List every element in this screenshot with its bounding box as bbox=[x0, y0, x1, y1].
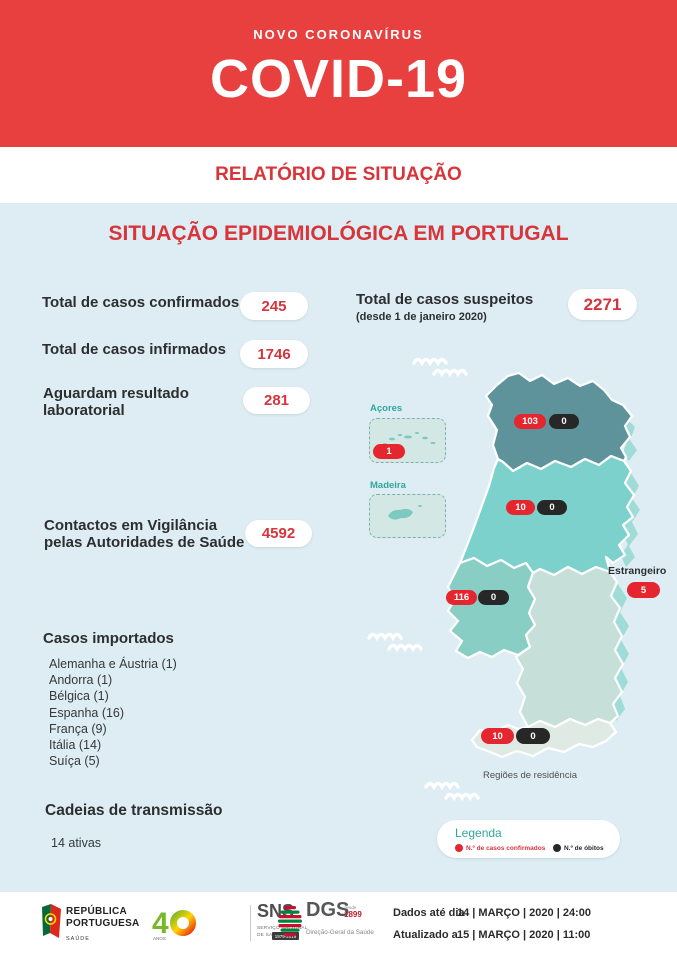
map-region-lisboa bbox=[446, 556, 537, 660]
estrangeiro-confirmed-badge: 5 bbox=[627, 582, 660, 598]
main-title: SITUAÇÃO EPIDEMIOLÓGICA EM PORTUGAL bbox=[108, 222, 569, 245]
republica-portuguesa-flag-icon bbox=[42, 904, 61, 938]
map-legend: Legenda N.º de casos confirmados N.º de … bbox=[437, 820, 620, 858]
sns-sub2: DE SAÚDE bbox=[257, 933, 284, 938]
dgs-sub-title: Direção-Geral da Saúde bbox=[306, 929, 374, 936]
footer-divider bbox=[250, 905, 251, 941]
confirmed-dot-icon bbox=[455, 844, 463, 852]
data-until-value: 14 | MARÇO | 2020 | 24:00 bbox=[457, 907, 591, 919]
header-banner: NOVO CORONAVÍRUS COVID-19 bbox=[0, 0, 677, 147]
centro-deaths-badge: 0 bbox=[537, 500, 567, 515]
legend-title: Legenda bbox=[455, 826, 502, 840]
acores-label: Açores bbox=[370, 403, 403, 414]
madeira-island bbox=[388, 505, 422, 520]
dgs-logo-title: DGS bbox=[306, 899, 350, 921]
map-caption: Regiões de residência bbox=[482, 770, 577, 781]
estrangeiro-label: Estrangeiro bbox=[608, 565, 667, 577]
stat-suspects-sublabel: (desde 1 de janeiro 2020) bbox=[356, 311, 487, 323]
republica-sub: SAÚDE bbox=[66, 936, 90, 942]
madeira-box bbox=[369, 494, 446, 538]
norte-confirmed-badge: 103 bbox=[514, 414, 546, 429]
header-kicker: NOVO CORONAVÍRUS bbox=[253, 27, 424, 42]
imported-case-item: Suíça (5) bbox=[49, 754, 100, 769]
report-band: RELATÓRIO DE SITUAÇÃO bbox=[0, 147, 677, 203]
report-label: RELATÓRIO DE SITUAÇÃO bbox=[215, 164, 462, 185]
centro-confirmed-badge: 10 bbox=[506, 500, 535, 515]
stat-awaiting-label: Aguardam resultado laboratorial bbox=[43, 385, 189, 419]
stat-suspects-value: 2271 bbox=[568, 289, 637, 320]
stat-infirmed-value: 1746 bbox=[240, 340, 308, 368]
anos-label: ANOS bbox=[153, 936, 166, 941]
imported-case-item: Espanha (16) bbox=[49, 705, 125, 720]
wave-decoration-icon bbox=[412, 357, 468, 378]
imported-case-item: Itália (14) bbox=[49, 738, 102, 753]
map-region-alentejo bbox=[514, 565, 625, 729]
lisboa-deaths-badge: 0 bbox=[478, 590, 509, 605]
imported-case-item: Bélgica (1) bbox=[49, 689, 109, 704]
norte-deaths-badge: 0 bbox=[549, 414, 579, 429]
stat-awaiting-value: 281 bbox=[243, 387, 310, 414]
imported-cases-title: Casos importados bbox=[43, 630, 174, 647]
acores-islands bbox=[383, 432, 436, 445]
anos-digit: 4 bbox=[152, 907, 169, 940]
imported-cases-list: Alemanha e Áustria (1) Andorra (1) Bélgi… bbox=[49, 656, 177, 769]
stat-awaiting-label-line1: Aguardam resultado bbox=[43, 385, 189, 402]
imported-case-item: França (9) bbox=[49, 721, 107, 736]
sns-40-anos-logo: 4 ANOS bbox=[152, 907, 196, 941]
stat-contacts-value: 4592 bbox=[245, 520, 312, 547]
republica-line1: REPÚBLICA bbox=[66, 906, 128, 917]
chains-title: Cadeias de transmissão bbox=[45, 802, 223, 819]
republica-line2: PORTUGUESA bbox=[66, 918, 140, 929]
stat-contacts-label-line2: pelas Autoridades de Saúde bbox=[44, 534, 245, 551]
deaths-dot-icon bbox=[553, 844, 561, 852]
legend-confirmed-label: N.º de casos confirmados bbox=[466, 844, 546, 852]
algarve-confirmed-badge: 10 bbox=[481, 728, 514, 744]
algarve-deaths-badge: 0 bbox=[516, 728, 550, 744]
stat-contacts-label: Contactos em Vigilância pelas Autoridade… bbox=[44, 517, 244, 551]
stat-confirmed-value: 245 bbox=[240, 292, 308, 320]
stat-contacts-label-line1: Contactos em Vigilância bbox=[44, 517, 218, 534]
dgs-since-word: desde bbox=[344, 905, 357, 910]
legend-deaths-item: N.º de óbitos bbox=[553, 844, 604, 852]
page-title: COVID-19 bbox=[209, 49, 468, 109]
map-region-centro bbox=[458, 454, 636, 577]
lisboa-confirmed-badge: 116 bbox=[446, 590, 477, 605]
data-until-label: Dados até dia bbox=[393, 907, 465, 919]
legend-confirmed-item: N.º de casos confirmados bbox=[455, 844, 545, 852]
updated-at-value: 15 | MARÇO | 2020 | 11:00 bbox=[457, 929, 591, 941]
acores-confirmed-badge: 1 bbox=[373, 444, 405, 459]
imported-case-item: Alemanha e Áustria (1) bbox=[49, 657, 177, 671]
dgs-globe-icon bbox=[278, 906, 302, 937]
stat-infirmed-label: Total de casos infirmados bbox=[42, 341, 226, 358]
dgs-since-year: 1899 bbox=[344, 910, 362, 919]
stat-confirmed-label: Total de casos confirmados bbox=[42, 294, 240, 311]
wave-decoration-icon bbox=[367, 632, 423, 653]
madeira-label: Madeira bbox=[370, 480, 406, 491]
legend-deaths-label: N.º de óbitos bbox=[564, 844, 604, 852]
stat-awaiting-label-line2: laboratorial bbox=[43, 402, 125, 419]
imported-case-item: Andorra (1) bbox=[49, 673, 113, 688]
updated-at-label: Atualizado a bbox=[393, 929, 458, 941]
chains-value: 14 ativas bbox=[51, 836, 102, 850]
wave-decoration-icon bbox=[424, 781, 480, 802]
stat-suspects-label: Total de casos suspeitos bbox=[356, 291, 534, 308]
